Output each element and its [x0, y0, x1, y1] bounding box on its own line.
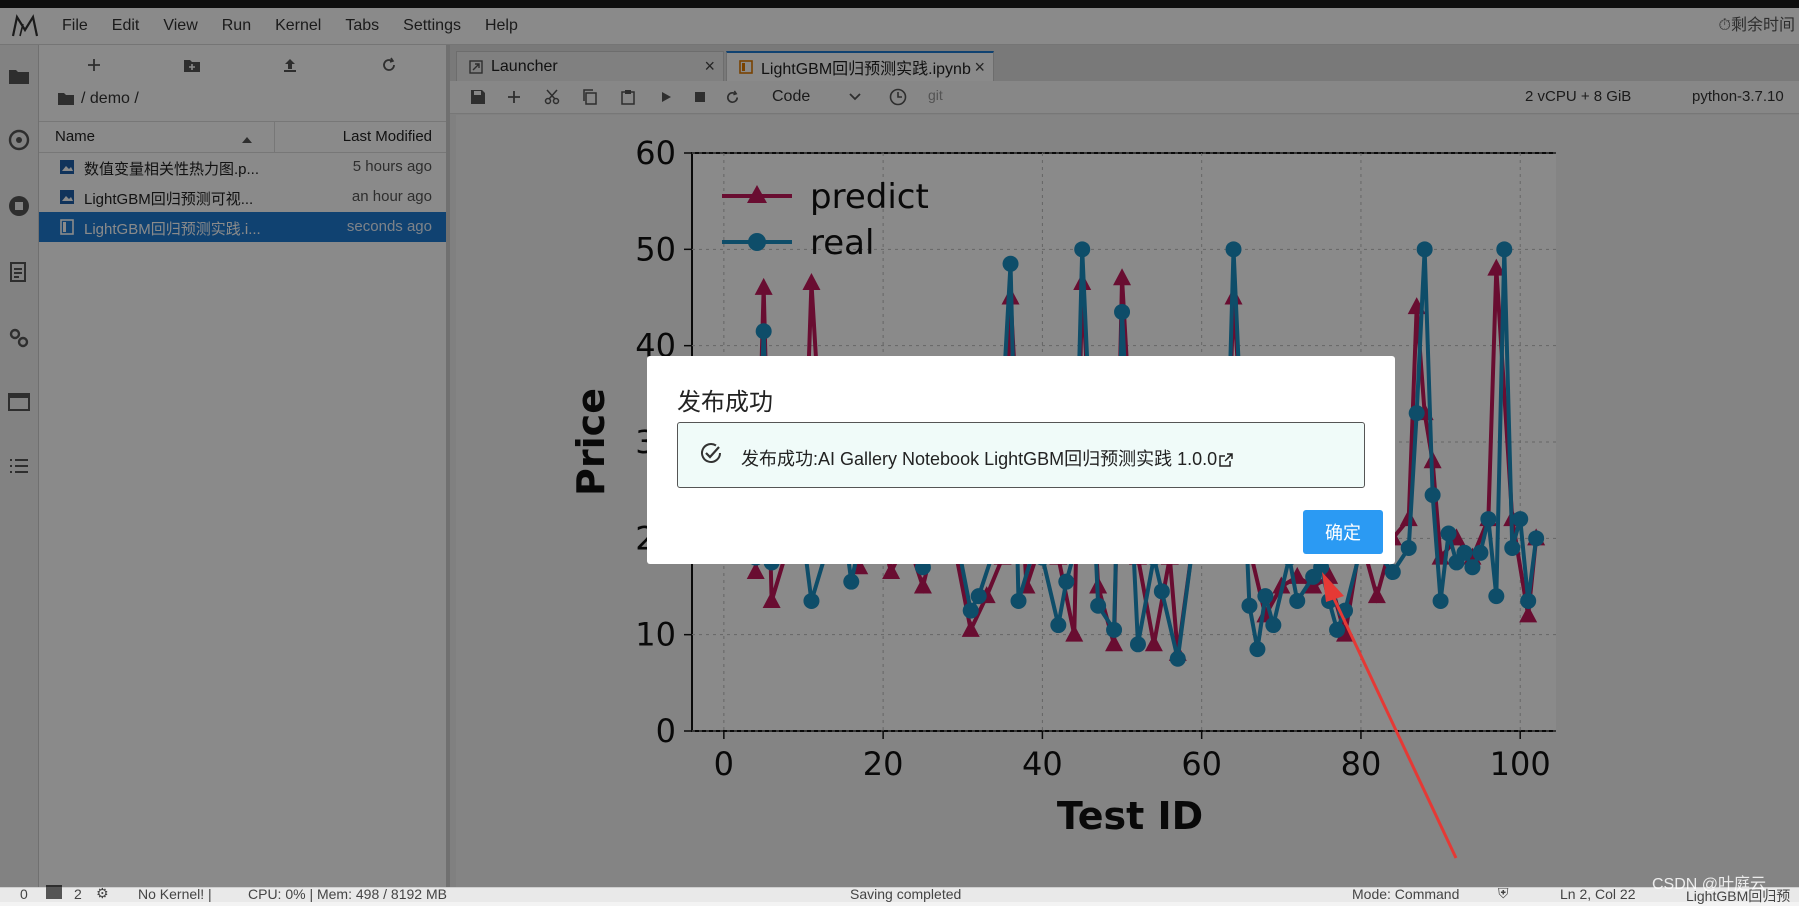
- success-message-box: 发布成功:AI Gallery Notebook LightGBM回归预测实践 …: [677, 422, 1365, 488]
- check-circle-icon: [699, 442, 723, 470]
- ok-button[interactable]: 确定: [1303, 510, 1383, 554]
- dialog-title: 发布成功: [677, 382, 773, 417]
- annotation-arrow: [1300, 560, 1480, 860]
- terminal-icon[interactable]: [46, 885, 62, 899]
- cursor-position[interactable]: Ln 2, Col 22: [1560, 886, 1636, 902]
- cpu-mem-usage: CPU: 0% | Mem: 498 / 8192 MB: [248, 886, 447, 902]
- success-message-link[interactable]: 发布成功:AI Gallery Notebook LightGBM回归预测实践 …: [741, 445, 1233, 472]
- save-status: Saving completed: [850, 886, 961, 902]
- status-count-a[interactable]: 0: [20, 886, 28, 902]
- external-link-icon[interactable]: [1219, 451, 1233, 472]
- status-bar: 0 2 ⚙ No Kernel! | CPU: 0% | Mem: 498 / …: [0, 887, 1799, 902]
- publish-success-dialog: 发布成功 发布成功:AI Gallery Notebook LightGBM回归…: [647, 356, 1395, 564]
- status-count-b[interactable]: 2: [74, 886, 82, 902]
- kernel-gear-icon[interactable]: ⚙: [96, 885, 109, 902]
- kernel-status[interactable]: No Kernel! |: [138, 886, 212, 902]
- mode-indicator[interactable]: Mode: Command: [1352, 886, 1459, 902]
- watermark-text: CSDN @叶庭云: [1652, 870, 1766, 894]
- shield-icon[interactable]: ⛨: [1498, 885, 1509, 902]
